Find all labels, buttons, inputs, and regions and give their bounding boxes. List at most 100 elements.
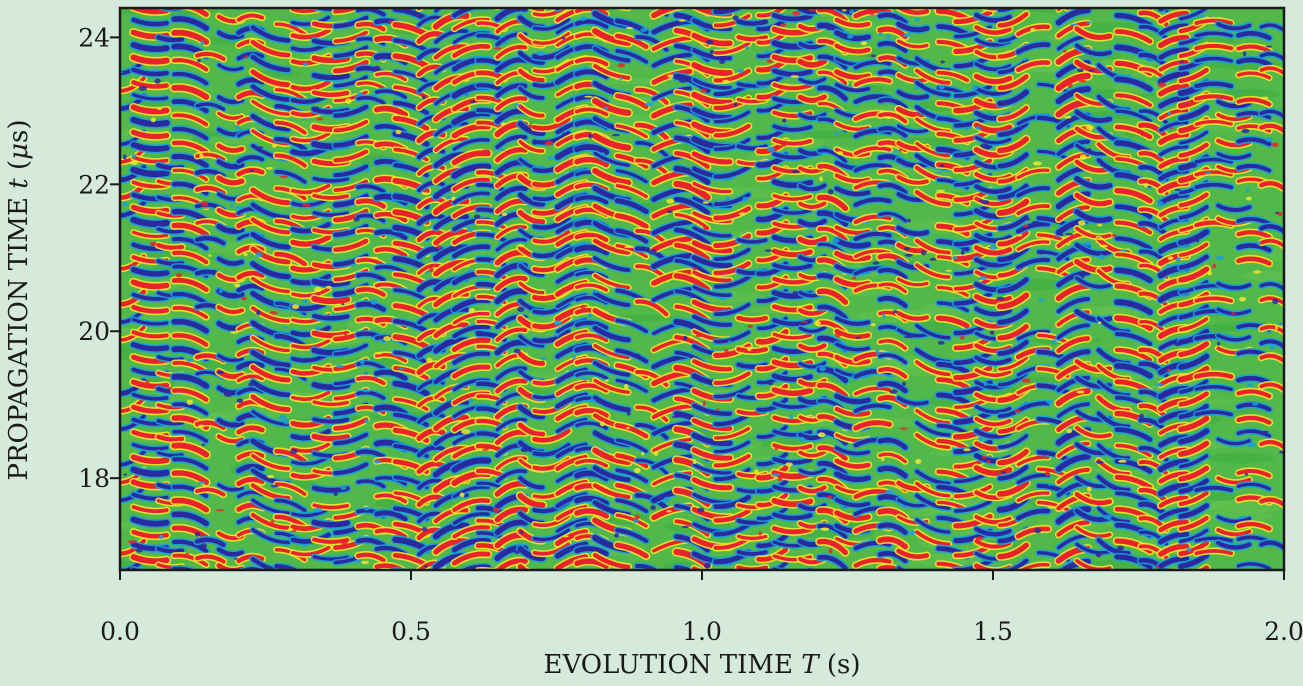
heatmap-stripe <box>1056 375 1091 393</box>
heatmap-stripe <box>433 229 470 246</box>
heatmap-stripe <box>1114 29 1153 44</box>
heatmap-stripe <box>574 156 609 168</box>
heatmap-speckle <box>738 212 747 216</box>
heatmap-stripe <box>953 143 993 158</box>
heatmap-stripe <box>1218 582 1249 586</box>
heatmap-stripe <box>1236 163 1272 173</box>
heatmap-stripe <box>250 84 291 102</box>
heatmap-stripe <box>1039 586 1068 593</box>
heatmap-stripe <box>817 226 848 242</box>
heatmap-stripe <box>592 97 632 116</box>
heatmap-stripe <box>592 132 632 151</box>
heatmap-stripe <box>1056 270 1091 288</box>
heatmap-stripe <box>1194 31 1233 38</box>
heatmap-speckle <box>733 102 738 107</box>
heatmap-speckle <box>513 348 521 354</box>
heatmap-speckle <box>777 475 783 482</box>
heatmap-stripe <box>615 184 648 199</box>
heatmap-speckle <box>619 77 623 81</box>
heatmap-speckle <box>902 381 906 386</box>
heatmap-stripe <box>1016 221 1051 234</box>
heatmap-speckle <box>1216 341 1221 346</box>
heatmap-speckle <box>719 59 726 64</box>
heatmap-stripe <box>896 73 929 83</box>
heatmap-stripe <box>997 324 1029 341</box>
x-tick-label: 0.0 <box>100 617 140 646</box>
heatmap-stripe <box>250 40 291 58</box>
heatmap-speckle <box>587 313 593 319</box>
heatmap-stripe <box>131 80 169 89</box>
heatmap-stripe <box>1178 552 1210 569</box>
heatmap-speckle <box>1119 94 1123 98</box>
heatmap-stripe <box>1114 362 1153 379</box>
heatmap-speckle <box>514 550 520 555</box>
heatmap-stripe <box>736 238 768 244</box>
heatmap-speckle <box>697 507 705 513</box>
heatmap-stripe <box>974 355 1012 366</box>
heatmap-stripe <box>333 119 369 133</box>
heatmap-stripe <box>1178 142 1209 158</box>
heatmap-stripe <box>171 277 209 293</box>
heatmap-speckle <box>1032 161 1042 166</box>
heatmap-speckle <box>899 427 908 430</box>
heatmap-stripe <box>1236 521 1272 531</box>
heatmap-stripe-fringe <box>818 569 828 570</box>
heatmap-stripe <box>614 93 649 110</box>
heatmap-stripe <box>1158 145 1189 157</box>
heatmap-speckle <box>837 151 844 156</box>
heatmap-stripe <box>290 79 331 92</box>
heatmap-speckle <box>615 173 623 176</box>
heatmap-stripe <box>156 35 185 43</box>
heatmap-stripe <box>312 417 350 424</box>
heatmap-stripe <box>532 528 571 542</box>
heatmap-stripe-fringe <box>694 583 730 591</box>
heatmap-stripe <box>615 49 649 64</box>
heatmap-stripe-fringe <box>116 0 144 2</box>
heatmap-stripe <box>691 477 733 491</box>
heatmap-stripe <box>1056 441 1090 458</box>
heatmap-speckle <box>1065 232 1073 236</box>
heatmap-stripe <box>417 197 445 209</box>
heatmap-stripe <box>877 551 908 564</box>
heatmap-stripe <box>356 272 386 283</box>
heatmap-stripe <box>673 180 711 201</box>
heatmap-speckle <box>1087 21 1091 25</box>
heatmap-stripe <box>1074 109 1113 123</box>
heatmap-stripe <box>817 70 848 85</box>
heatmap-speckle <box>666 510 672 513</box>
heatmap-speckle <box>702 400 706 407</box>
heatmap-stripe <box>393 100 429 115</box>
heatmap-stripe <box>1158 23 1189 36</box>
heatmap-stripe <box>635 405 669 422</box>
heatmap-stripe <box>1178 440 1210 457</box>
heatmap-speckle <box>882 313 886 319</box>
heatmap-stripe <box>1016 455 1050 467</box>
heatmap-stripe <box>877 12 908 25</box>
heatmap-stripe <box>674 258 710 277</box>
heatmap-stripe <box>532 116 571 131</box>
heatmap-stripe <box>377 583 406 589</box>
heatmap-stripe <box>834 250 871 262</box>
heatmap-stripe <box>834 354 871 366</box>
heatmap-stripe <box>1074 242 1113 256</box>
heatmap-stripe <box>236 476 265 487</box>
heatmap-speckle <box>202 548 207 552</box>
heatmap-speckle <box>1076 390 1085 394</box>
heatmap-stripe <box>333 15 369 29</box>
heatmap-stripe <box>131 304 169 314</box>
heatmap-stripe <box>131 318 169 326</box>
heatmap-stripe <box>1117 573 1150 583</box>
heatmap-stripe <box>333 462 369 476</box>
heatmap-speckle <box>1167 256 1174 261</box>
heatmap-stripe <box>817 148 848 164</box>
heatmap-stripe <box>250 202 291 220</box>
heatmap-stripe <box>532 329 571 344</box>
heatmap-stripe <box>1178 242 1209 257</box>
heatmap-stripe <box>517 422 546 437</box>
heatmap-stripe <box>535 573 569 582</box>
heatmap-speckle <box>131 153 137 159</box>
heatmap-speckle <box>626 426 630 430</box>
heatmap-stripe <box>1096 474 1131 493</box>
x-tick-label: 1.5 <box>973 617 1013 646</box>
heatmap-stripe <box>1056 126 1091 144</box>
